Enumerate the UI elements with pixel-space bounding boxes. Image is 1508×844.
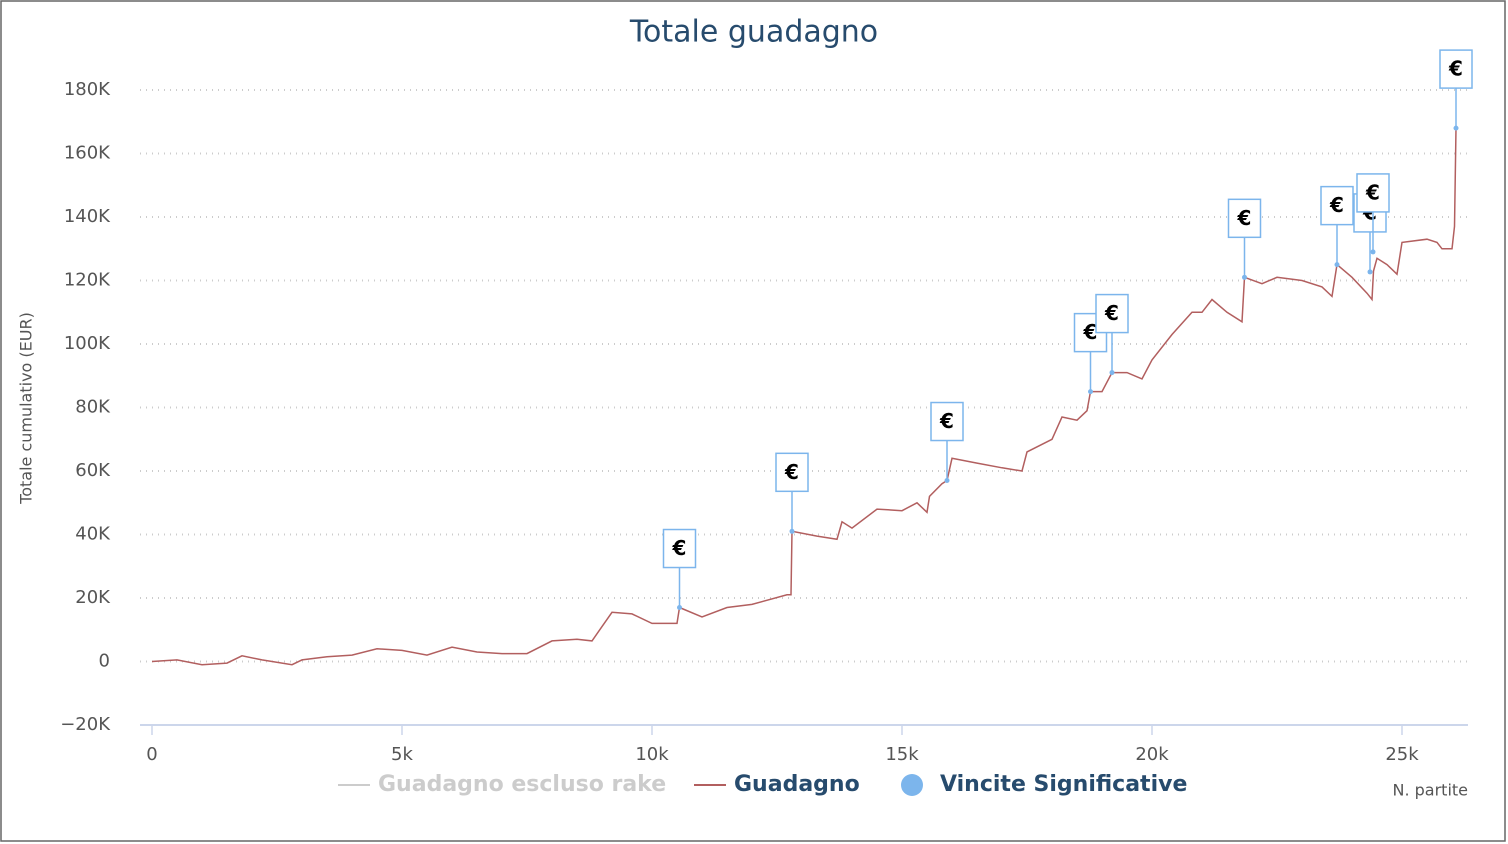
flag-box (1320, 185, 1354, 226)
flag-point (1367, 269, 1373, 275)
flag-text: € (672, 536, 687, 560)
flag-point (789, 528, 795, 534)
flag-text: € (1083, 320, 1098, 344)
flag: € (1356, 173, 1390, 252)
flag-point (1334, 262, 1340, 268)
flag: € (662, 528, 697, 608)
flag-text: € (1448, 57, 1463, 81)
flag-text: € (1237, 206, 1252, 230)
y-tick-label: 40K (75, 524, 111, 545)
flag-box (1356, 173, 1390, 213)
y-tick-label: 180K (64, 79, 111, 100)
y-tick-label: 60K (75, 460, 111, 481)
y-tick-label: 160K (64, 143, 111, 164)
flag: € (1227, 198, 1262, 278)
x-axis-title: N. partite (1392, 781, 1468, 800)
y-tick-label: 100K (64, 333, 111, 354)
flag-box (1439, 49, 1473, 89)
flag-box (662, 528, 697, 569)
flag: € (1439, 49, 1473, 129)
flag-text: € (939, 409, 954, 433)
flag-point (1453, 125, 1459, 131)
flag: € (930, 401, 964, 481)
flag-box (1095, 293, 1129, 334)
x-tick-label: 20k (1135, 744, 1169, 765)
flag-point (1109, 370, 1115, 376)
flag-text: € (1365, 180, 1380, 204)
flag: € (1320, 185, 1354, 265)
chart-title: Totale guadagno (629, 15, 878, 50)
y-tick-label: 140K (64, 206, 111, 227)
flag: € (775, 452, 809, 532)
y-axis-title: Totale cumulativo (EUR) (17, 312, 36, 505)
flag-box (1227, 198, 1262, 239)
flag-point (1370, 249, 1376, 255)
legend-label: Guadagno (734, 772, 860, 797)
flag-text: € (1329, 193, 1344, 217)
flag-text: € (784, 460, 799, 484)
x-tick-label: 25k (1385, 744, 1419, 765)
x-tick-label: 0 (146, 744, 157, 765)
y-tick-label: 120K (64, 270, 111, 291)
y-tick-label: 80K (75, 397, 111, 418)
flag-point (1242, 274, 1247, 280)
flag: € (1095, 293, 1129, 373)
y-tick-label: −20K (60, 714, 111, 735)
flag-text: € (1104, 301, 1119, 325)
legend-symbol (901, 774, 923, 796)
flag-box (775, 452, 809, 493)
x-tick-label: 10k (635, 744, 669, 765)
legend-label: Vincite Significative (940, 772, 1187, 797)
flag-point (677, 605, 682, 611)
y-tick-label: 20K (75, 587, 111, 608)
x-tick-label: 15k (885, 744, 919, 765)
y-tick-label: 0 (99, 651, 110, 672)
flag-box (930, 401, 964, 442)
legend-label: Guadagno escluso rake (378, 772, 666, 797)
flag-point (944, 478, 950, 484)
flag-point (1088, 389, 1093, 395)
x-tick-label: 5k (391, 744, 413, 765)
